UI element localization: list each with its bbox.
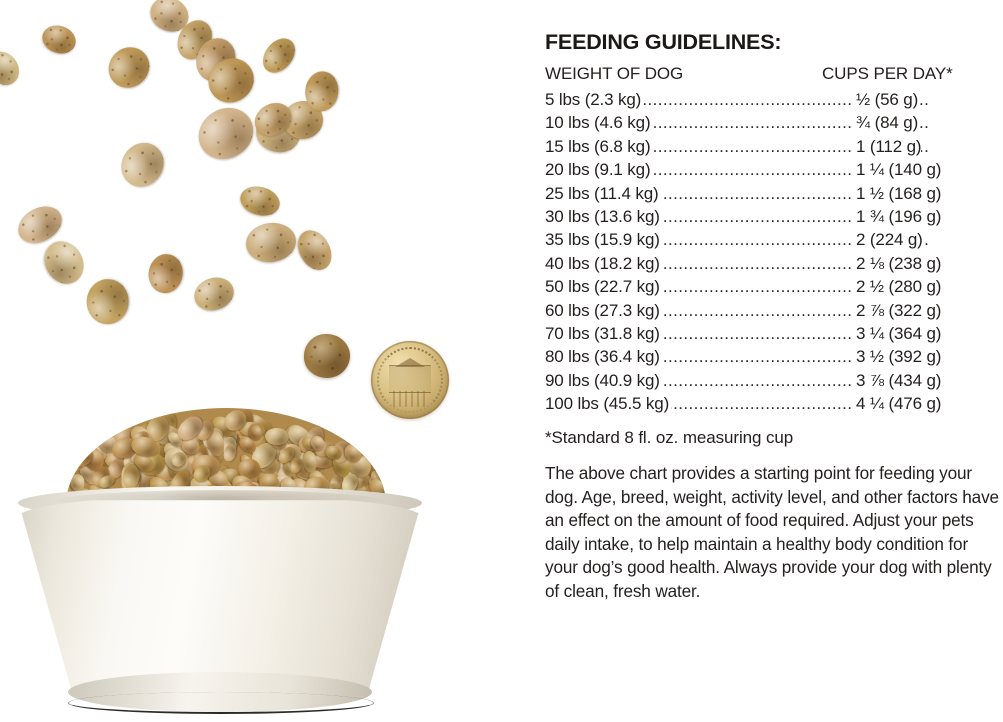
row-amount: 2 ½ (280 g) [852,277,941,298]
row-weight: 40 lbs (18.2 kg) [545,253,662,274]
feeding-advice-paragraph: The above chart provides a starting poin… [545,463,999,601]
row-weight: 20 lbs (9.1 kg) [545,160,653,181]
row-weight: 50 lbs (22.7 kg) [545,277,662,298]
row-amount: 1 ¾ (196 g) [852,206,941,227]
table-row: ........................................… [545,300,1003,324]
single-kibble-piece [304,334,350,378]
row-weight: 60 lbs (27.3 kg) [545,300,662,321]
row-amount: ½ (56 g) [852,90,918,110]
kibble-piece [0,45,26,91]
table-row: ........................................… [545,277,1003,300]
kibble-piece [70,473,85,492]
table-row: ........................................… [545,206,1003,230]
kibble-piece [264,427,289,446]
row-weight: 15 lbs (6.8 kg) [545,136,653,157]
kibble-piece [145,251,186,296]
column-header-cups: CUPS PER DAY* [822,64,953,83]
row-amount: 1 (112 g) [852,136,922,157]
coin-rim-lettering [377,347,443,413]
row-weight: 30 lbs (13.6 kg) [545,206,662,227]
kibble-pile-image [0,0,341,326]
row-amount: 2 ⅞ (322 g) [852,300,941,321]
kibble-piece [237,182,283,220]
table-row: ........................................… [545,230,1003,253]
row-amount: ¾ (84 g) [852,113,918,134]
table-row: ........................................… [545,347,1003,370]
kibble-piece [112,134,173,196]
table-row: ........................................… [545,370,1003,394]
kibble-piece [292,224,339,276]
measuring-cup-footnote: *Standard 8 fl. oz. measuring cup [545,428,794,447]
table-row: ........................................… [545,323,1003,347]
product-imagery [0,0,530,722]
page-title: FEEDING GUIDELINES: [545,30,782,54]
kibble-piece [189,97,263,169]
us-nickel-coin [371,341,449,419]
bowl-body [18,500,422,702]
coin-columns-detail [393,391,427,407]
row-amount: 1 ½ (168 g) [852,183,941,204]
kibble-piece [36,234,92,292]
row-amount: 3 ½ (392 g) [852,347,941,368]
row-amount: 1 ¼ (140 g) [852,160,941,181]
row-weight: 100 lbs (45.5 kg) [545,394,672,415]
dog-bowl-image [0,400,450,722]
kibble-piece [100,39,158,97]
row-weight: 25 lbs (11.4 kg) [545,183,661,204]
row-amount: 2 (224 g) [852,230,923,251]
row-weight: 5 lbs (2.3 kg) [545,90,644,110]
kibble-piece [85,278,130,326]
table-row: ........................................… [545,113,1003,136]
table-row: ........................................… [545,90,1003,113]
feeding-table-rows: ........................................… [545,90,1003,417]
bowl-base-edge [68,692,374,714]
row-weight: 10 lbs (4.6 kg) [545,113,653,134]
row-weight: 35 lbs (15.9 kg) [545,230,662,251]
table-row: ........................................… [545,183,1003,207]
feeding-guidelines-panel: FEEDING GUIDELINES: WEIGHT OF DOG CUPS P… [545,0,1003,722]
coin-monticello-icon [389,358,431,393]
row-amount: 4 ¼ (476 g) [852,394,941,415]
table-row: ........................................… [545,160,1003,183]
table-row: ........................................… [545,394,1003,417]
kibble-piece [38,20,81,59]
kibble-piece [256,32,302,79]
table-row: ........................................… [545,253,1003,277]
row-amount: 3 ¼ (364 g) [852,323,941,344]
table-row: ........................................… [545,136,1003,160]
row-amount: 3 ⅞ (434 g) [852,370,941,391]
row-weight: 70 lbs (31.8 kg) [545,323,662,344]
kibble-piece [243,219,298,265]
row-weight: 90 lbs (40.9 kg) [545,370,662,391]
row-amount: 2 ⅛ (238 g) [852,253,941,274]
column-header-weight: WEIGHT OF DOG [545,64,684,83]
kibble-piece [189,272,238,316]
row-weight: 80 lbs (36.4 kg) [545,347,662,368]
